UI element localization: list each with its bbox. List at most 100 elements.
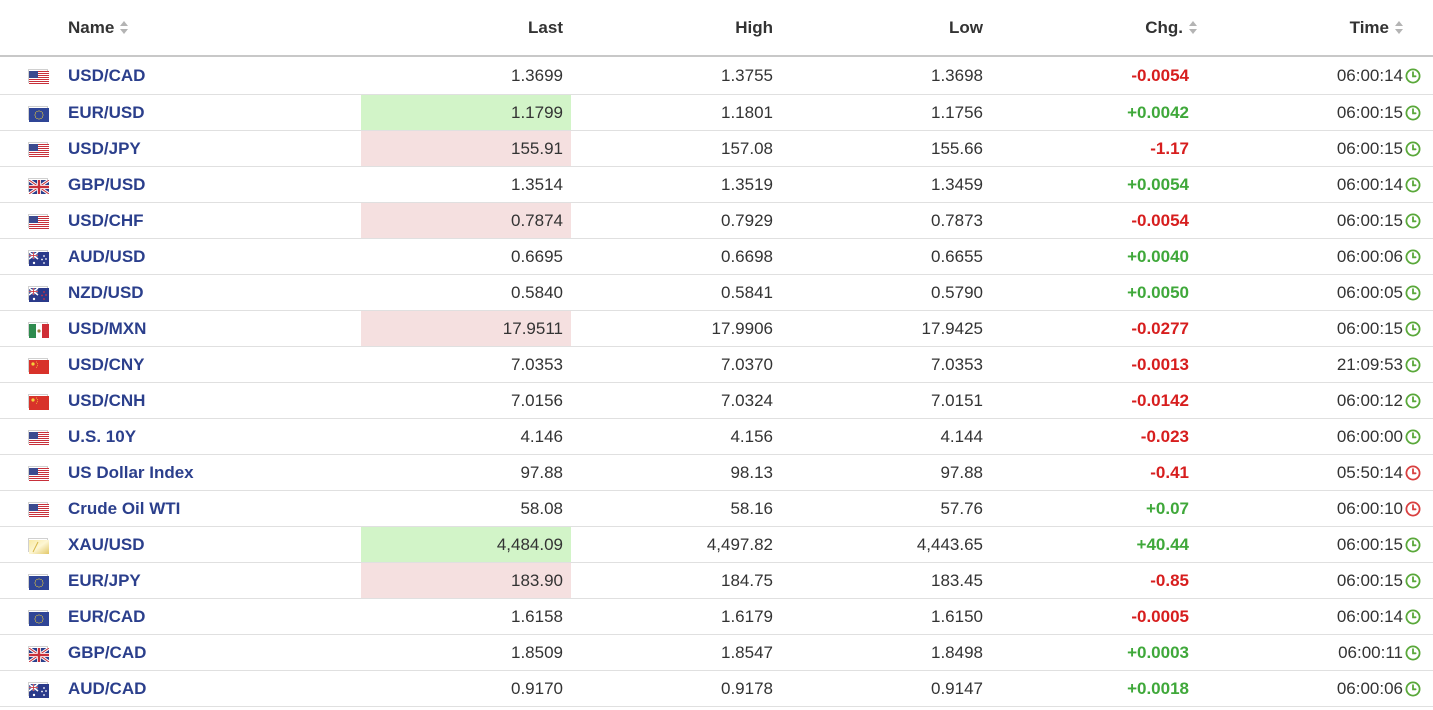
table-row[interactable]: EUR/JPY 183.90 184.75 183.45 -0.85 06:00:15 bbox=[0, 562, 1433, 599]
clock-icon bbox=[1405, 68, 1421, 84]
us-flag-icon bbox=[28, 502, 49, 519]
flag-cell bbox=[0, 166, 68, 203]
chg-cell: +0.0054 bbox=[991, 166, 1197, 203]
instrument-link[interactable]: U.S. 10Y bbox=[68, 426, 137, 446]
chg-cell: +0.0050 bbox=[991, 274, 1197, 311]
clock-icon bbox=[1405, 537, 1421, 553]
instrument-link[interactable]: AUD/CAD bbox=[68, 678, 147, 698]
instrument-link[interactable]: XAU/USD bbox=[68, 534, 145, 554]
instrument-link[interactable]: USD/CNH bbox=[68, 390, 146, 410]
us-flag-icon bbox=[28, 69, 49, 86]
flag-cell bbox=[0, 346, 68, 383]
flag-cell bbox=[0, 526, 68, 563]
instrument-link[interactable]: GBP/USD bbox=[68, 174, 146, 194]
chg-header[interactable]: Chg. bbox=[991, 0, 1197, 57]
flag-cell bbox=[0, 634, 68, 671]
clock-cell bbox=[1403, 454, 1433, 491]
instrument-link[interactable]: EUR/JPY bbox=[68, 570, 141, 590]
last-cell: 17.9511 bbox=[361, 310, 571, 347]
clock-cell bbox=[1403, 382, 1433, 419]
high-cell: 58.16 bbox=[571, 490, 781, 527]
table-row[interactable]: USD/CHF 0.7874 0.7929 0.7873 -0.0054 06:00:15 bbox=[0, 202, 1433, 239]
cn-flag-icon bbox=[28, 358, 49, 375]
high-cell: 157.08 bbox=[571, 130, 781, 167]
table-row[interactable]: Crude Oil WTI 58.08 58.16 57.76 +0.07 06:00:1… bbox=[0, 490, 1433, 527]
sort-icon[interactable] bbox=[120, 20, 129, 34]
high-cell: 184.75 bbox=[571, 562, 781, 599]
chg-cell: -1.17 bbox=[991, 130, 1197, 167]
clock-cell bbox=[1403, 166, 1433, 203]
last-cell: 1.1799 bbox=[361, 94, 571, 131]
table-row[interactable]: AUD/CAD 0.9170 0.9178 0.9147 +0.0018 06:00:06 bbox=[0, 670, 1433, 707]
table-row[interactable]: USD/CNY 7.0353 7.0370 7.0353 -0.0013 21:09:53 bbox=[0, 346, 1433, 383]
sort-icon[interactable] bbox=[1395, 20, 1403, 34]
table-row[interactable]: GBP/CAD 1.8509 1.8547 1.8498 +0.0003 06:00:11 bbox=[0, 634, 1433, 671]
instrument-link[interactable]: US Dollar Index bbox=[68, 462, 194, 482]
clock-icon bbox=[1405, 393, 1421, 409]
name-cell: EUR/CAD bbox=[68, 598, 361, 635]
table-header: Name Last High Low Chg. Time bbox=[0, 0, 1433, 57]
name-cell: USD/CAD bbox=[68, 56, 361, 95]
sort-icon[interactable] bbox=[1189, 20, 1197, 34]
clock-cell bbox=[1403, 670, 1433, 707]
table-row[interactable]: USD/CAD 1.3699 1.3755 1.3698 -0.0054 06:00:14 bbox=[0, 56, 1433, 95]
time-header[interactable]: Time bbox=[1197, 0, 1403, 57]
instrument-link[interactable]: USD/CAD bbox=[68, 65, 146, 85]
clock-cell bbox=[1403, 56, 1433, 95]
clock-cell bbox=[1403, 274, 1433, 311]
name-cell: AUD/CAD bbox=[68, 670, 361, 707]
chg-cell: +0.07 bbox=[991, 490, 1197, 527]
low-header-label: Low bbox=[949, 17, 983, 37]
clock-icon bbox=[1405, 609, 1421, 625]
table-row[interactable]: US Dollar Index 97.88 98.13 97.88 -0.41 05:50… bbox=[0, 454, 1433, 491]
low-cell: 1.3459 bbox=[781, 166, 991, 203]
time-cell: 06:00:15 bbox=[1197, 202, 1403, 239]
instrument-link[interactable]: USD/MXN bbox=[68, 318, 147, 338]
last-cell: 1.3514 bbox=[361, 166, 571, 203]
au-flag-icon bbox=[28, 250, 49, 267]
time-cell: 06:00:05 bbox=[1197, 274, 1403, 311]
instrument-link[interactable]: USD/JPY bbox=[68, 138, 141, 158]
clock-icon bbox=[1405, 105, 1421, 121]
name-cell: USD/CNH bbox=[68, 382, 361, 419]
name-cell: EUR/JPY bbox=[68, 562, 361, 599]
instrument-link[interactable]: EUR/CAD bbox=[68, 606, 146, 626]
table-row[interactable]: USD/CNH 7.0156 7.0324 7.0151 -0.0142 06:00:12 bbox=[0, 382, 1433, 419]
chg-cell: -0.0142 bbox=[991, 382, 1197, 419]
chg-cell: +0.0042 bbox=[991, 94, 1197, 131]
instrument-link[interactable]: NZD/USD bbox=[68, 282, 144, 302]
table-row[interactable]: NZD/USD 0.5840 0.5841 0.5790 +0.0050 06:00:05 bbox=[0, 274, 1433, 311]
instrument-link[interactable]: USD/CHF bbox=[68, 210, 144, 230]
table-row[interactable]: GBP/USD 1.3514 1.3519 1.3459 +0.0054 06:00:14 bbox=[0, 166, 1433, 203]
chg-cell: +40.44 bbox=[991, 526, 1197, 563]
table-row[interactable]: XAU/USD 4,484.09 4,497.82 4,443.65 +40.44 06:… bbox=[0, 526, 1433, 563]
instrument-link[interactable]: AUD/USD bbox=[68, 246, 146, 266]
high-cell: 0.6698 bbox=[571, 238, 781, 275]
instrument-link[interactable]: Crude Oil WTI bbox=[68, 498, 181, 518]
last-cell: 58.08 bbox=[361, 490, 571, 527]
table-row[interactable]: USD/MXN 17.9511 17.9906 17.9425 -0.0277 06:00… bbox=[0, 310, 1433, 347]
low-cell: 4.144 bbox=[781, 418, 991, 455]
table-row[interactable]: EUR/USD 1.1799 1.1801 1.1756 +0.0042 06:00:15 bbox=[0, 94, 1433, 131]
instrument-link[interactable]: GBP/CAD bbox=[68, 642, 147, 662]
high-cell: 0.9178 bbox=[571, 670, 781, 707]
clock-icon bbox=[1405, 249, 1421, 265]
instrument-link[interactable]: EUR/USD bbox=[68, 102, 145, 122]
flag-cell bbox=[0, 454, 68, 491]
flag-cell bbox=[0, 418, 68, 455]
low-cell: 155.66 bbox=[781, 130, 991, 167]
high-cell: 1.6179 bbox=[571, 598, 781, 635]
instrument-link[interactable]: USD/CNY bbox=[68, 354, 145, 374]
clock-icon bbox=[1405, 213, 1421, 229]
flag-cell bbox=[0, 598, 68, 635]
clock-icon bbox=[1405, 177, 1421, 193]
table-row[interactable]: AUD/USD 0.6695 0.6698 0.6655 +0.0040 06:00:06 bbox=[0, 238, 1433, 275]
table-row[interactable]: U.S. 10Y 4.146 4.156 4.144 -0.023 06:00:00 bbox=[0, 418, 1433, 455]
time-cell: 06:00:14 bbox=[1197, 598, 1403, 635]
name-cell: GBP/USD bbox=[68, 166, 361, 203]
name-header[interactable]: Name bbox=[68, 0, 361, 57]
table-row[interactable]: EUR/CAD 1.6158 1.6179 1.6150 -0.0005 06:00:14 bbox=[0, 598, 1433, 635]
time-cell: 06:00:12 bbox=[1197, 382, 1403, 419]
table-row[interactable]: USD/JPY 155.91 157.08 155.66 -1.17 06:00:15 bbox=[0, 130, 1433, 167]
name-cell: USD/JPY bbox=[68, 130, 361, 167]
